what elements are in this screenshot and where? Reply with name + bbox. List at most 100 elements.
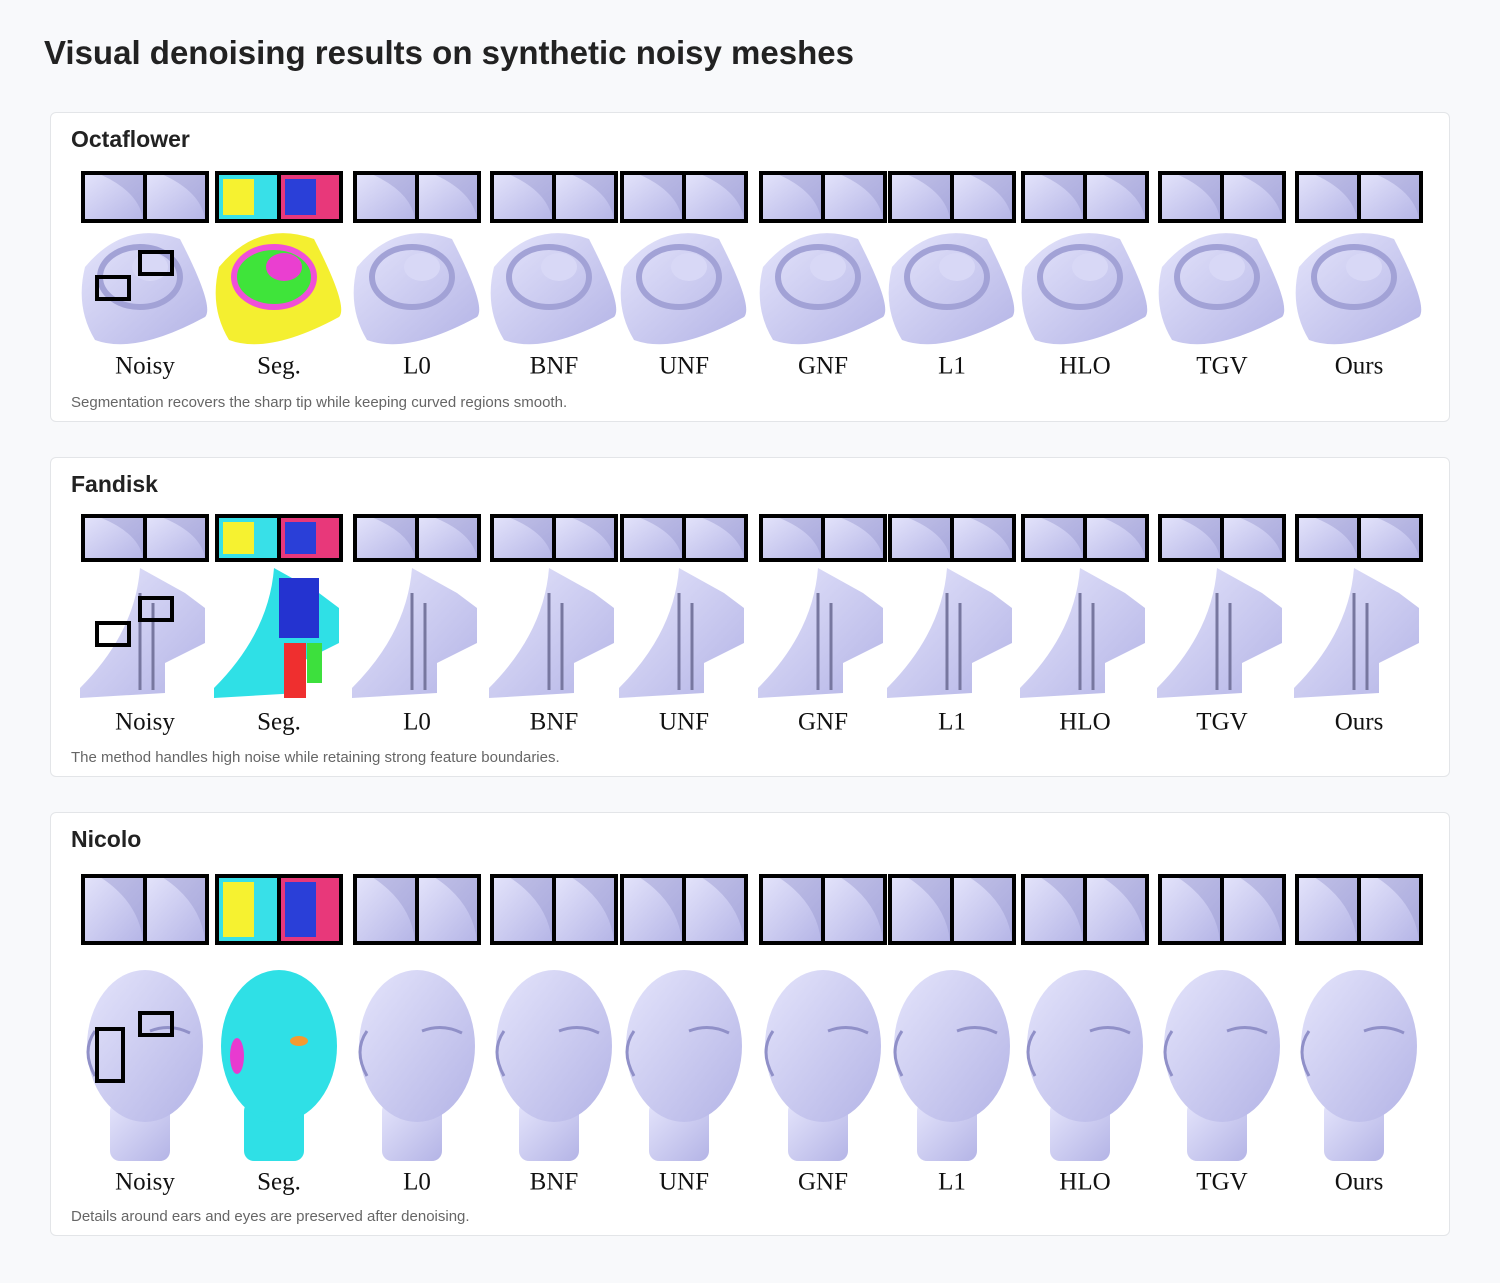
method-label: GNF <box>798 1169 848 1196</box>
highlight-box <box>95 621 131 647</box>
mesh-head <box>1301 970 1417 1122</box>
method-label: L1 <box>938 1169 966 1196</box>
inset <box>950 874 1016 945</box>
inset-shade <box>841 518 883 558</box>
method-label: Seg. <box>257 353 301 380</box>
inset-shade <box>373 878 415 941</box>
mesh-ring <box>775 244 861 310</box>
mesh-ring <box>1311 244 1397 310</box>
inset <box>821 171 887 223</box>
method-label: GNF <box>798 709 848 736</box>
inset-shade <box>163 878 205 941</box>
method-label: HLO <box>1059 709 1110 736</box>
method-label: L1 <box>938 353 966 380</box>
inset <box>143 874 209 945</box>
inset-shade <box>841 175 883 219</box>
inset-segment <box>223 522 254 554</box>
inset <box>143 171 209 223</box>
inset-shade <box>1178 175 1220 219</box>
inset-shade <box>1041 518 1083 558</box>
panel-figure: Octaflower Segmentation recovers the shar… <box>71 126 1423 411</box>
mesh-ear <box>1300 1030 1311 1077</box>
inset <box>552 874 618 945</box>
inset-shade <box>841 878 883 941</box>
mesh-core <box>404 253 440 281</box>
inset-shade <box>1315 878 1357 941</box>
panel-title: Fandisk <box>71 471 158 497</box>
mesh-brow <box>688 1026 730 1035</box>
inset-shade <box>970 878 1012 941</box>
inset-shade <box>1041 878 1083 941</box>
method-label: HLO <box>1059 353 1110 380</box>
inset <box>490 171 556 223</box>
inset <box>1021 874 1087 945</box>
mesh-head <box>87 970 203 1122</box>
mesh-segment <box>230 1038 244 1074</box>
mesh-ear <box>86 1030 97 1077</box>
mesh-core <box>939 253 975 281</box>
inset-shade <box>1377 175 1419 219</box>
highlight-box <box>138 250 174 276</box>
inset-shade <box>702 518 744 558</box>
mesh-core <box>132 253 168 281</box>
inset <box>490 514 556 562</box>
inset-shade <box>640 175 682 219</box>
inset-shade <box>510 175 552 219</box>
page-title: Visual denoising results on synthetic no… <box>44 34 854 71</box>
method-label: GNF <box>798 353 848 380</box>
inset-shade <box>970 175 1012 219</box>
inset-segment <box>285 179 316 215</box>
method-label: L0 <box>403 1169 431 1196</box>
inset-shade <box>640 518 682 558</box>
inset-shade <box>1178 518 1220 558</box>
inset-shade <box>572 518 614 558</box>
mesh-brow <box>1089 1026 1131 1035</box>
mesh <box>887 568 1012 698</box>
inset <box>1083 171 1149 223</box>
inset <box>1220 171 1286 223</box>
method-label: Ours <box>1335 709 1384 736</box>
mesh-ring <box>1037 244 1123 310</box>
panel-figure: Fandisk The method handles high noise whi… <box>71 471 1423 766</box>
mesh-brow <box>1363 1026 1405 1035</box>
inset-shade <box>101 878 143 941</box>
inset-shade <box>163 518 205 558</box>
inset <box>552 514 618 562</box>
inset-shade <box>908 175 950 219</box>
inset-shade <box>435 518 477 558</box>
mesh-segment <box>279 578 319 638</box>
mesh-core <box>1209 253 1245 281</box>
caption: The method handles high noise while reta… <box>71 749 560 766</box>
method-label: TGV <box>1196 1169 1247 1196</box>
mesh-ear <box>495 1030 506 1077</box>
inset <box>682 874 748 945</box>
mesh-brow <box>956 1026 998 1035</box>
inset-shade <box>163 175 205 219</box>
mesh-core <box>266 253 302 281</box>
inset <box>143 514 209 562</box>
inset-shade <box>572 878 614 941</box>
inset <box>1357 874 1423 945</box>
inset <box>81 514 147 562</box>
mesh-head <box>221 970 337 1122</box>
inset-shade <box>1377 518 1419 558</box>
inset-shade <box>779 878 821 941</box>
inset-shade <box>702 175 744 219</box>
mesh-head <box>626 970 742 1122</box>
mesh <box>619 568 744 698</box>
highlight-box <box>138 1011 174 1037</box>
method-label: Seg. <box>257 709 301 736</box>
inset-shade <box>702 878 744 941</box>
highlight-box <box>95 1027 125 1083</box>
inset <box>1158 874 1224 945</box>
inset-shade <box>1315 518 1357 558</box>
method-label: Noisy <box>115 353 175 380</box>
mesh <box>489 568 614 698</box>
inset <box>353 514 419 562</box>
inset-segment <box>285 522 316 554</box>
inset-shade <box>1103 518 1145 558</box>
inset-shade <box>510 518 552 558</box>
inset-shade <box>101 175 143 219</box>
mesh-segment <box>284 643 306 698</box>
inset-shade <box>1240 518 1282 558</box>
